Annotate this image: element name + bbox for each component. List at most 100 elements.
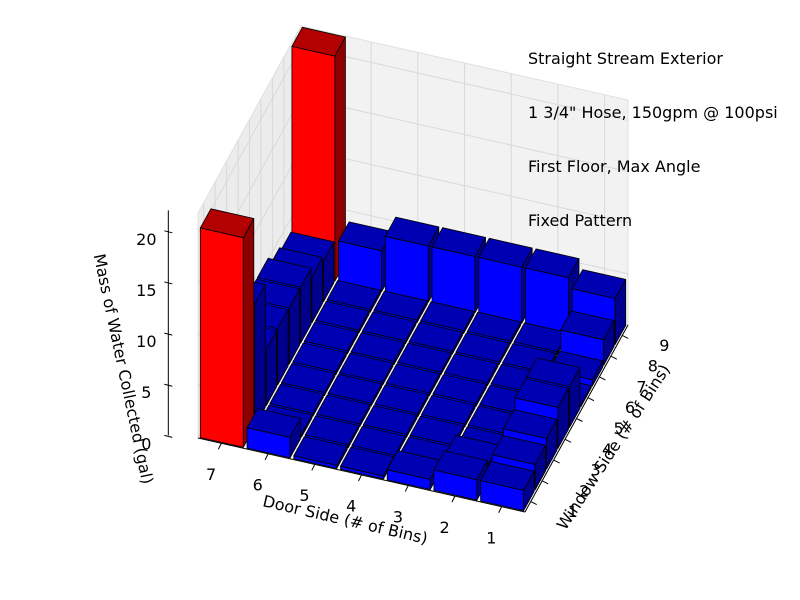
tick-mark <box>164 230 173 234</box>
bar-top <box>455 332 510 363</box>
window-tick-label: 6 <box>625 398 635 417</box>
z-tick-label: 15 <box>136 281 156 300</box>
bar-top <box>327 373 383 404</box>
bar-top <box>525 248 580 279</box>
bar-top <box>304 415 360 446</box>
door-tick-label: 7 <box>206 465 216 484</box>
window-tick-label: 3 <box>591 461 601 480</box>
title-line: 1 3/4" Hose, 150gpm @ 100psi <box>528 103 778 122</box>
bar-face <box>431 246 476 314</box>
bar-top <box>303 321 359 352</box>
bar <box>293 436 348 469</box>
tick-mark <box>451 495 456 503</box>
door-tick-label: 6 <box>253 476 263 495</box>
bar-top <box>571 269 627 299</box>
bar-top <box>431 227 486 258</box>
door-tick-label: 5 <box>299 486 309 505</box>
bar-top <box>432 374 487 404</box>
tick-mark <box>599 376 606 381</box>
bar-face <box>254 284 266 427</box>
z-tick-label: 5 <box>141 383 151 402</box>
door-tick-label: 2 <box>440 518 450 537</box>
tick-mark <box>622 334 629 339</box>
tick-mark <box>164 281 173 285</box>
z-tick-label: 20 <box>136 230 156 249</box>
bar-top <box>280 363 336 393</box>
bar <box>340 446 395 480</box>
window-tick-label: 9 <box>659 336 669 355</box>
axis-lines <box>164 210 629 513</box>
bar-top <box>433 450 488 481</box>
bar-top <box>269 383 324 414</box>
title-line: Fixed Pattern <box>528 211 633 230</box>
bar-top <box>526 357 581 388</box>
bar-top <box>374 384 429 415</box>
bar-top <box>292 342 347 373</box>
tick-mark <box>553 459 560 464</box>
bar-top <box>199 208 255 239</box>
bar-top <box>351 425 406 456</box>
bar-top <box>326 280 382 310</box>
tick-mark <box>217 443 222 450</box>
bar-top <box>443 353 499 384</box>
bar-top <box>316 394 371 425</box>
bar <box>478 237 533 324</box>
tick-mark <box>164 332 173 336</box>
bar <box>384 216 440 303</box>
bar <box>246 408 301 459</box>
bar-top <box>397 342 452 373</box>
tick-mark <box>587 397 595 402</box>
bar-face <box>242 218 255 448</box>
bar-top <box>384 216 440 247</box>
bar-top <box>408 322 464 352</box>
tick-mark <box>610 355 618 360</box>
tick-mark <box>264 453 269 461</box>
tick-mark <box>564 438 572 443</box>
chart-title: Straight Stream Exterior 1 3/4" Hose, 15… <box>528 14 778 248</box>
bar-top <box>478 237 533 268</box>
bar-top <box>362 405 418 435</box>
door-tick-label: 4 <box>346 497 356 516</box>
bar <box>431 227 486 314</box>
bar-top <box>480 461 535 491</box>
title-line: Straight Stream Exterior <box>528 49 723 68</box>
window-tick-label: 8 <box>648 357 658 376</box>
tick-mark <box>576 418 583 422</box>
bar-top <box>373 290 428 321</box>
z-tick-label: 0 <box>141 434 151 453</box>
bar-top <box>503 409 558 439</box>
bar-top <box>466 311 522 342</box>
window-tick-label: 7 <box>636 377 646 396</box>
bar-top <box>421 394 476 425</box>
tick-mark <box>404 485 409 492</box>
bar-top <box>491 435 546 465</box>
window-tick-label: 2 <box>579 481 589 500</box>
door-tick-label: 3 <box>393 507 403 526</box>
bar-top <box>385 363 441 394</box>
window-tick-label: 5 <box>613 419 623 438</box>
bar-top <box>315 300 370 331</box>
bar-top <box>246 408 301 438</box>
bar <box>338 221 393 293</box>
bar-top <box>350 332 405 362</box>
z-tick-label: 10 <box>136 332 156 351</box>
bar-top <box>339 352 394 383</box>
tick-mark <box>164 434 173 438</box>
tick-mark <box>164 383 173 387</box>
tick-mark <box>530 501 537 506</box>
bars <box>199 26 627 512</box>
tick-mark <box>498 506 503 513</box>
bar-top <box>291 26 346 57</box>
tick-mark <box>311 464 316 471</box>
bar-top <box>293 436 348 466</box>
tick-mark <box>541 480 549 485</box>
title-line: First Floor, Max Angle <box>528 157 701 176</box>
bar-face <box>384 235 429 303</box>
bar-top <box>514 378 569 408</box>
window-tick-label: 4 <box>602 440 612 459</box>
bar-top <box>361 311 417 342</box>
door-tick-label: 1 <box>486 528 496 547</box>
tick-mark <box>358 474 362 482</box>
